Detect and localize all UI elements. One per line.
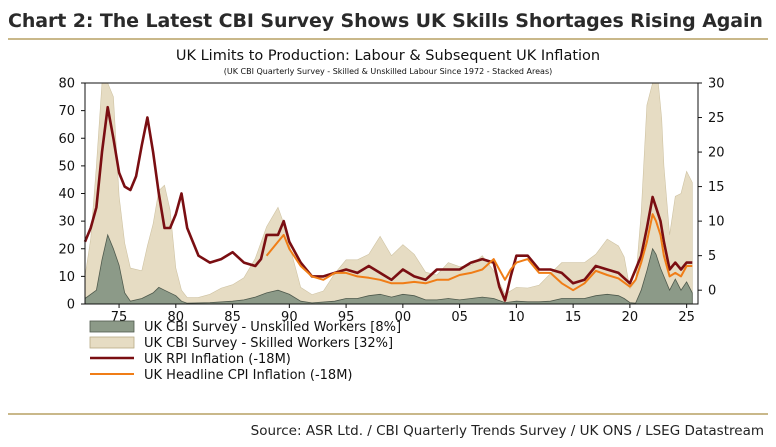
left-axis-label: 80 [58,77,75,92]
right-axis-label: 0 [708,284,716,299]
left-axis-label: 70 [58,104,75,119]
x-axis-label: 95 [338,310,355,325]
source-note: Source: ASR Ltd. / CBI Quarterly Trends … [250,423,764,439]
legend-label: UK CBI Survey - Skilled Workers [32%] [144,336,393,351]
right-axis-label: 10 [708,215,725,230]
cpi-line [265,213,693,292]
line-layer [83,105,693,302]
x-axis-label: 00 [395,310,412,325]
x-axis-label: 80 [168,310,185,325]
right-axis-label: 15 [708,180,725,195]
bottom-divider [8,413,768,415]
legend-label: UK RPI Inflation (-18M) [144,352,291,367]
x-axis-label: 25 [678,310,695,325]
x-axis-label: 85 [224,310,241,325]
right-axis-label: 25 [708,111,725,126]
x-axis-label: 15 [565,310,582,325]
left-axis-label: 30 [58,215,75,230]
top-divider [8,38,768,40]
x-axis-label: 90 [281,310,298,325]
x-axis-label: 05 [451,310,468,325]
right-axis-label: 30 [708,77,725,92]
right-axis-label: 20 [708,146,725,161]
legend-swatch [89,320,135,333]
left-axis-label: 50 [58,159,75,174]
left-axis-label: 40 [58,187,75,202]
left-axis-label: 60 [58,132,75,147]
unskilled-area [84,233,693,305]
legend-label: UK CBI Survey - Unskilled Workers [8%] [144,320,401,335]
chart-header: Chart 2: The Latest CBI Survey Shows UK … [0,8,776,38]
left-axis-label: 0 [67,298,75,313]
left-axis-label: 20 [58,242,75,257]
legend: UK CBI Survey - Unskilled Workers [8%]UK… [89,320,401,383]
area-layer [84,82,693,305]
x-axis-label: 20 [622,310,639,325]
skilled-area [84,82,693,305]
legend-swatch [89,336,135,349]
plot-subtitle: (UK CBI Quarterly Survey - Skilled & Uns… [224,67,553,76]
rpi-line [83,105,693,302]
chart-title: Chart 2: The Latest CBI Survey Shows UK … [8,10,763,32]
plot-title: UK Limits to Production: Labour & Subseq… [176,48,600,64]
right-axis-label: 5 [708,249,716,264]
chart: UK Limits to Production: Labour & Subseq… [58,48,724,383]
left-axis-label: 10 [58,270,75,285]
x-axis-label: 10 [508,310,525,325]
legend-label: UK Headline CPI Inflation (-18M) [144,368,353,383]
